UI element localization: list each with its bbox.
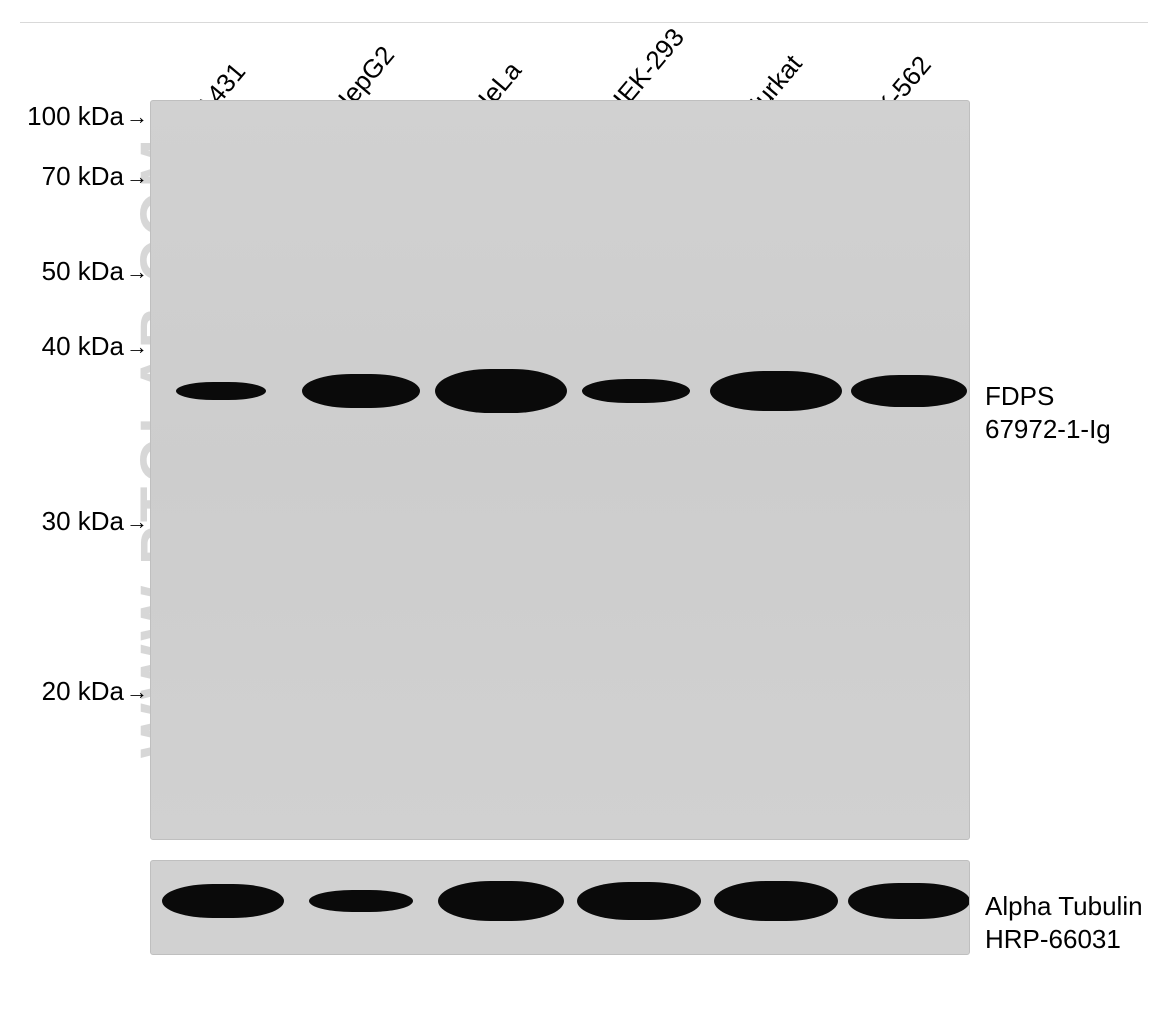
mw-marker-label: 20 kDa <box>42 676 124 707</box>
western-blot-figure: WWW.PTGLAB.COM A431HepG2HeLaHEK-293Jurka… <box>0 0 1169 1009</box>
blot-band <box>848 883 970 919</box>
mw-marker-label: 70 kDa <box>42 161 124 192</box>
arrow-right-icon: → <box>126 164 148 190</box>
target-protein-loading: Alpha Tubulin <box>985 890 1143 923</box>
mw-marker: 40 kDa→ <box>0 331 148 362</box>
mw-marker-label: 50 kDa <box>42 256 124 287</box>
membrane-main <box>150 100 970 840</box>
arrow-right-icon: → <box>126 104 148 130</box>
mw-marker-label: 100 kDa <box>27 101 124 132</box>
mw-marker-label: 40 kDa <box>42 331 124 362</box>
mw-marker: 70 kDa→ <box>0 161 148 192</box>
blot-band <box>309 890 413 912</box>
mw-marker: 50 kDa→ <box>0 256 148 287</box>
blot-band <box>582 379 690 403</box>
mw-marker: 20 kDa→ <box>0 676 148 707</box>
mw-marker: 100 kDa→ <box>0 101 148 132</box>
mw-marker: 30 kDa→ <box>0 506 148 537</box>
target-protein-main: FDPS <box>985 380 1111 413</box>
target-label-loading: Alpha Tubulin HRP-66031 <box>985 890 1143 955</box>
blot-band <box>851 375 967 407</box>
blot-band <box>438 881 564 921</box>
target-catalog-main: 67972-1-Ig <box>985 413 1111 446</box>
top-rule <box>20 22 1148 23</box>
blot-band <box>176 382 266 400</box>
target-catalog-loading: HRP-66031 <box>985 923 1143 956</box>
blot-band <box>162 884 284 918</box>
blot-band <box>577 882 701 920</box>
blot-band <box>435 369 567 413</box>
mw-marker-label: 30 kDa <box>42 506 124 537</box>
target-label-main: FDPS 67972-1-Ig <box>985 380 1111 445</box>
blot-band <box>302 374 420 408</box>
arrow-right-icon: → <box>126 509 148 535</box>
arrow-right-icon: → <box>126 334 148 360</box>
arrow-right-icon: → <box>126 679 148 705</box>
membrane-loading <box>150 860 970 955</box>
arrow-right-icon: → <box>126 259 148 285</box>
blot-band <box>714 881 838 921</box>
blot-band <box>710 371 842 411</box>
